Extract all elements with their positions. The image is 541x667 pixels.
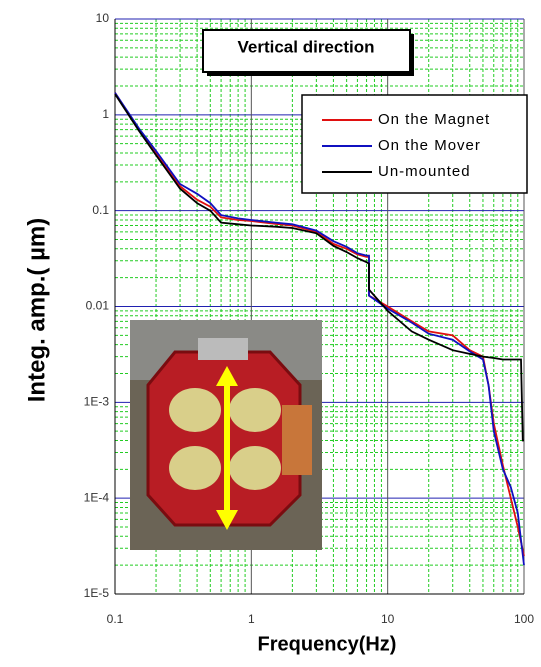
arrow-head xyxy=(216,366,238,386)
magnet-top-block xyxy=(198,338,248,360)
legend-label: On the Mover xyxy=(378,137,481,154)
plot-area xyxy=(114,18,525,595)
title-frame xyxy=(202,29,411,73)
legend-frame xyxy=(301,94,528,194)
bracket xyxy=(282,405,312,475)
coil xyxy=(169,446,221,490)
y-tick-label: 0.1 xyxy=(92,203,109,217)
chart-title: Vertical direction xyxy=(238,37,375,56)
legend: On the Magnet On the Mover Un-mounted xyxy=(301,94,528,194)
legend-label: Un-mounted xyxy=(378,163,471,180)
x-tick-label: 1 xyxy=(248,612,255,626)
arrow-head xyxy=(216,510,238,530)
legend-label: On the Magnet xyxy=(378,111,490,128)
y-tick-label: 10 xyxy=(96,11,110,25)
y-tick-label: 1E-5 xyxy=(84,586,110,600)
coil xyxy=(229,446,281,490)
x-axis-label: Frequency(Hz) xyxy=(258,633,397,655)
x-tick-label: 100 xyxy=(514,612,534,626)
x-tick-label: 10 xyxy=(381,612,395,626)
coil xyxy=(169,388,221,432)
y-tick-label: 1E-4 xyxy=(84,490,110,504)
series-line xyxy=(114,92,525,566)
series-line xyxy=(114,93,524,442)
title-box: Vertical direction xyxy=(202,29,414,76)
y-tick-label: 1 xyxy=(102,107,109,121)
y-tick-label: 0.01 xyxy=(86,299,110,313)
coil xyxy=(229,388,281,432)
x-tick-label: 0.1 xyxy=(107,612,124,626)
inset-photo xyxy=(130,320,322,550)
y-tick-label: 1E-3 xyxy=(84,395,110,409)
y-axis-label: Integ. amp.( µm) xyxy=(23,218,50,403)
